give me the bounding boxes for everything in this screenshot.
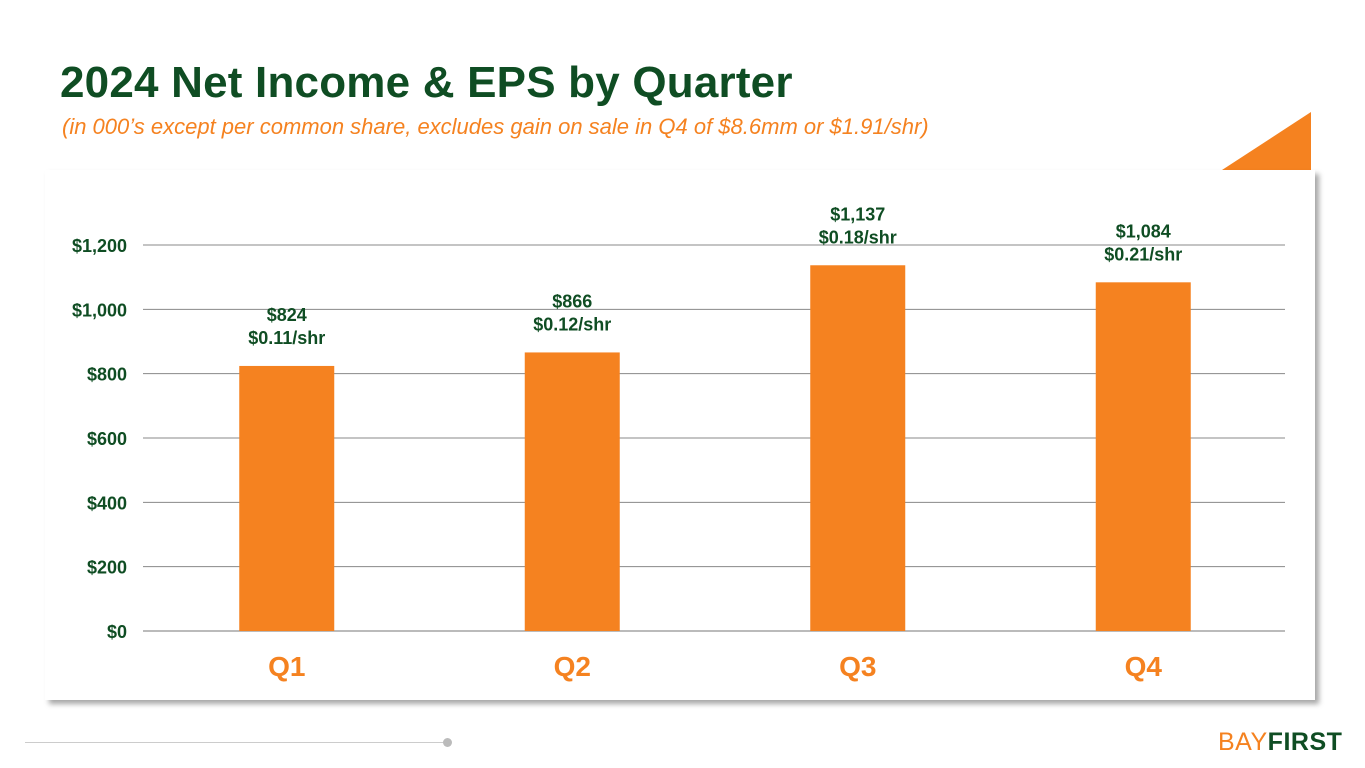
bar-q4 — [1095, 282, 1191, 631]
decorative-triangle — [1222, 112, 1311, 170]
y-tick-label: $1,200 — [72, 236, 127, 256]
data-label-value: $1,084 — [1116, 221, 1171, 241]
y-tick-label: $1,000 — [72, 300, 127, 320]
bar-q2 — [524, 352, 620, 631]
data-label-value: $1,137 — [830, 204, 885, 224]
y-tick-label: $600 — [87, 429, 127, 449]
y-tick-label: $200 — [87, 558, 127, 578]
data-label-eps: $0.12/shr — [533, 314, 611, 334]
data-label-value: $866 — [552, 291, 592, 311]
data-label-eps: $0.11/shr — [248, 328, 325, 348]
logo-first: FIRST — [1267, 728, 1343, 756]
x-tick-label: Q3 — [839, 651, 876, 682]
data-label-eps: $0.18/shr — [819, 227, 897, 247]
footer-dot — [443, 738, 452, 747]
y-tick-label: $400 — [87, 493, 127, 513]
page-title: 2024 Net Income & EPS by Quarter — [60, 58, 793, 107]
bayfirst-logo: BAYFIRST — [1218, 728, 1342, 757]
x-tick-label: Q4 — [1125, 651, 1163, 682]
logo-bay: BAY — [1218, 728, 1268, 756]
y-tick-label: $800 — [87, 365, 127, 385]
bar-q3 — [810, 265, 906, 631]
x-tick-label: Q2 — [554, 651, 591, 682]
page-subtitle: (in 000’s except per common share, exclu… — [62, 114, 929, 139]
data-label-value: $824 — [267, 305, 307, 325]
bar-q1 — [239, 365, 335, 631]
x-tick-label: Q1 — [268, 651, 305, 682]
footer-divider — [25, 742, 447, 743]
data-label-eps: $0.21/shr — [1104, 244, 1182, 264]
y-tick-label: $0 — [107, 622, 127, 642]
